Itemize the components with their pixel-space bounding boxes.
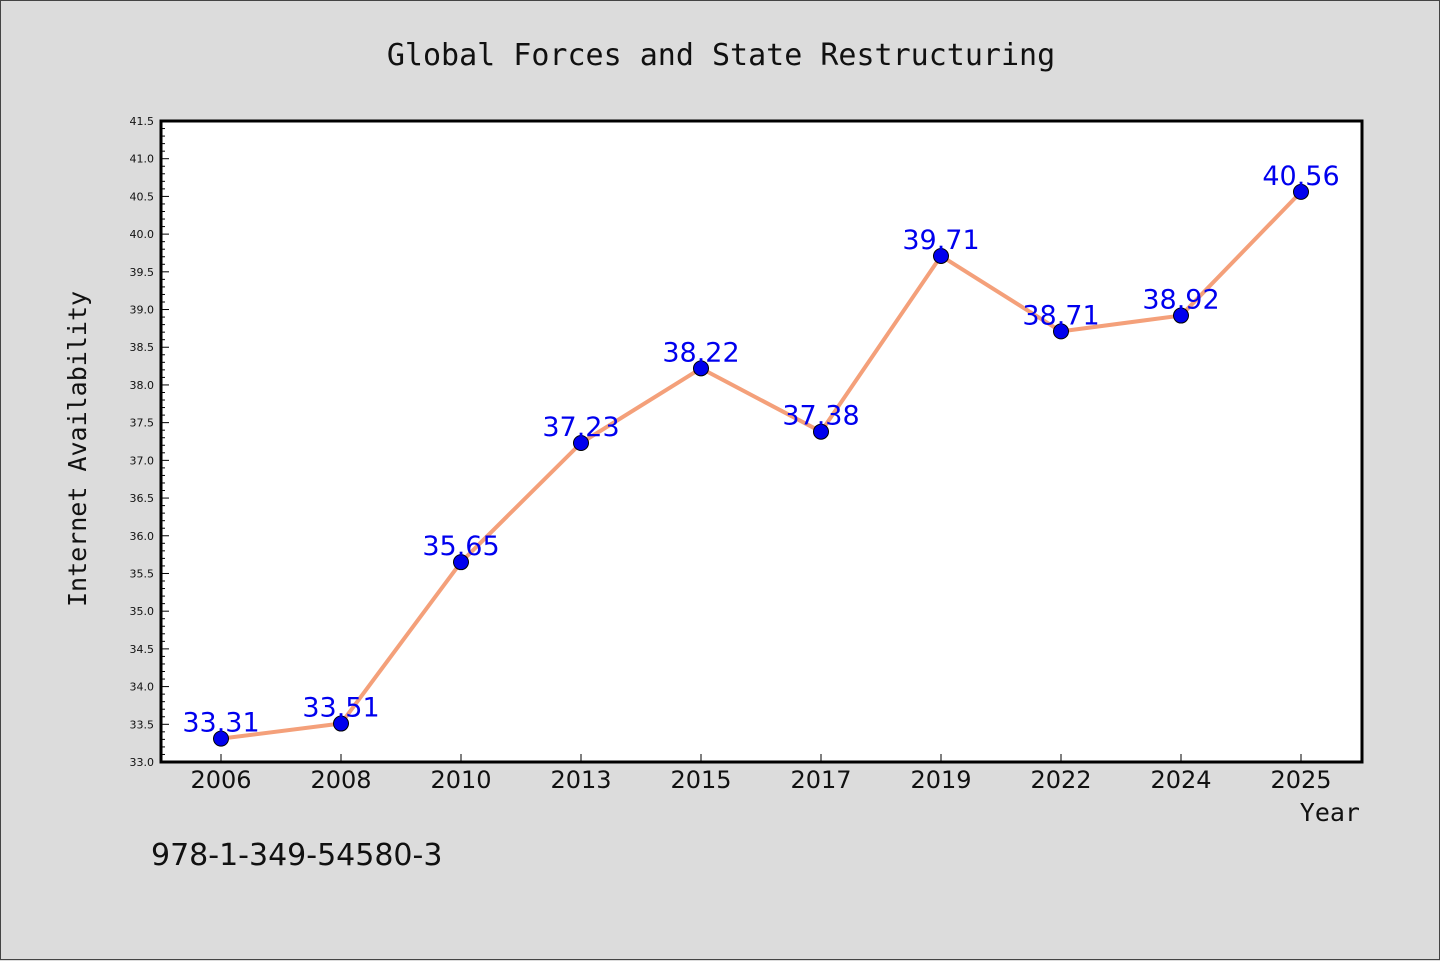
y-tick-label: 41.5	[130, 115, 155, 128]
data-label: 38.92	[1142, 285, 1219, 316]
data-point	[933, 247, 949, 264]
data-label: 37.38	[782, 401, 859, 432]
y-tick-label: 36.5	[130, 492, 155, 505]
data-point	[1053, 323, 1069, 340]
x-tick-label: 2013	[550, 766, 611, 794]
plot-area	[159, 119, 1364, 764]
y-axis-label: Internet Availability	[63, 291, 92, 607]
chart-title: Global Forces and State Restructuring	[387, 38, 1055, 73]
x-tick-label: 2019	[910, 766, 971, 794]
y-tick-label: 34.0	[130, 681, 155, 694]
y-tick-label: 34.5	[130, 643, 155, 656]
x-tick-label: 2022	[1030, 766, 1091, 794]
y-tick-label: 38.5	[130, 341, 155, 354]
y-tick-label: 38.0	[130, 379, 155, 392]
y-tick-label: 39.0	[130, 304, 155, 317]
data-label: 33.51	[302, 693, 379, 724]
y-tick-label: 41.0	[130, 153, 155, 166]
data-label: 35.65	[422, 531, 499, 562]
data-label: 39.71	[902, 225, 979, 256]
data-point	[453, 554, 469, 571]
y-tick-label: 35.5	[130, 567, 155, 580]
y-tick-label: 35.0	[130, 605, 155, 618]
data-point	[693, 360, 709, 377]
x-tick-label: 2025	[1270, 766, 1331, 794]
x-tick-label: 2008	[310, 766, 371, 794]
data-point	[813, 423, 829, 440]
data-labels: 33.31 33.51 35.65 37.23 38.22 37.38 39.71 38.71…	[182, 161, 1339, 739]
data-label: 38.71	[1022, 300, 1099, 331]
data-label: 38.22	[662, 337, 739, 368]
x-tick-label: 2010	[430, 766, 491, 794]
data-point	[213, 730, 229, 747]
y-tick-label: 33.5	[130, 718, 155, 731]
x-tick-label: 2017	[790, 766, 851, 794]
series	[213, 183, 1309, 747]
data-point	[573, 435, 589, 452]
isbn-annotation: 978-1-349-54580-3	[151, 838, 442, 873]
series-line	[220, 190, 1303, 741]
data-label: 37.23	[542, 412, 619, 443]
y-tick-label: 36.0	[130, 530, 155, 543]
x-axis-ticks: 2006 2008 2010 2013 2015 2017 2019 2022 2024 2025	[190, 754, 1332, 794]
data-point	[1293, 183, 1309, 200]
y-tick-label: 40.0	[130, 228, 155, 241]
data-point	[333, 715, 349, 732]
y-tick-label: 33.0	[130, 756, 155, 769]
data-point	[1173, 307, 1189, 324]
y-tick-label: 37.5	[130, 417, 155, 430]
y-tick-label: 37.0	[130, 454, 155, 467]
y-axis-ticks: 33.0 33.5 34.0 34.5 35.0 35.5 36.0 36.5 37.0 37.5…	[130, 115, 169, 769]
y-tick-label: 39.5	[130, 266, 155, 279]
y-tick-label: 40.5	[130, 190, 155, 203]
data-label: 40.56	[1262, 161, 1339, 192]
data-label: 33.31	[182, 708, 259, 739]
x-tick-label: 2006	[190, 766, 251, 794]
x-tick-label: 2024	[1150, 766, 1211, 794]
x-axis-label: Year	[1300, 798, 1360, 827]
x-tick-label: 2015	[670, 766, 731, 794]
